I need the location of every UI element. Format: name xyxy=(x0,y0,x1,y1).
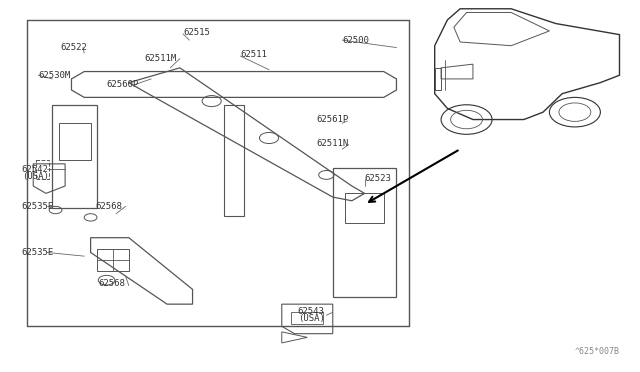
Text: (USA): (USA) xyxy=(298,314,324,323)
Text: 62543: 62543 xyxy=(298,307,324,316)
Text: 62515: 62515 xyxy=(183,28,210,37)
Text: 62523: 62523 xyxy=(365,174,392,183)
Text: 62561P: 62561P xyxy=(317,115,349,124)
Text: 62530M: 62530M xyxy=(38,71,70,80)
Text: 62535E: 62535E xyxy=(22,248,54,257)
Text: 62568: 62568 xyxy=(99,279,125,288)
Text: 62500: 62500 xyxy=(342,36,369,45)
Text: (USA): (USA) xyxy=(22,172,49,181)
Text: 62522: 62522 xyxy=(60,43,87,52)
Text: 62542: 62542 xyxy=(22,165,49,174)
Text: 62560P: 62560P xyxy=(106,80,139,89)
Text: 62511M: 62511M xyxy=(145,54,177,63)
Text: 62511N: 62511N xyxy=(317,139,349,148)
Text: 62535E: 62535E xyxy=(22,202,54,211)
Text: ^625*007B: ^625*007B xyxy=(575,347,620,356)
Text: 62511: 62511 xyxy=(241,51,268,60)
Text: 62568: 62568 xyxy=(96,202,123,211)
